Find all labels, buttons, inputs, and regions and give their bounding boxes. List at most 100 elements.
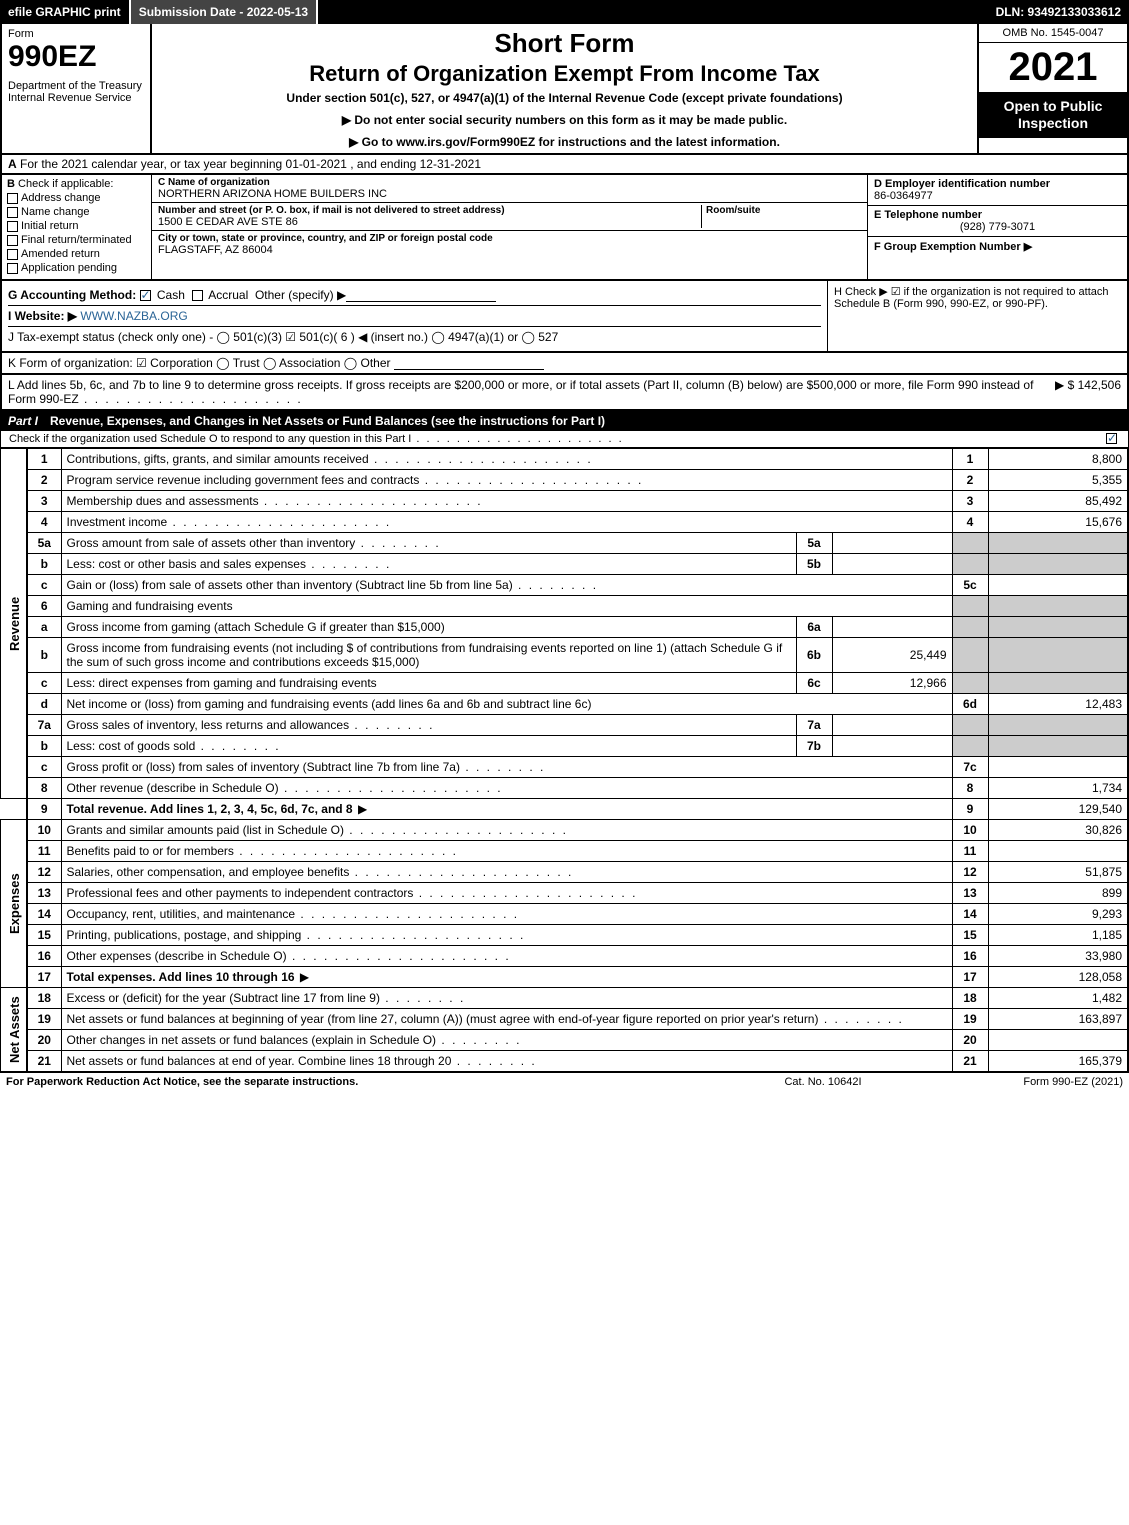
lbl-final-return: Final return/terminated [21, 234, 132, 246]
website-link[interactable]: WWW.NAZBA.ORG [80, 309, 187, 323]
l3-desc: Membership dues and assessments [61, 491, 952, 512]
room-label: Room/suite [706, 205, 861, 216]
chk-accrual[interactable] [192, 290, 203, 301]
l4-desc: Investment income [61, 512, 952, 533]
l13-num: 13 [27, 883, 61, 904]
l8-desc: Other revenue (describe in Schedule O) [61, 778, 952, 799]
addr-label: Number and street (or P. O. box, if mail… [158, 205, 701, 216]
row-h-text: H Check ▶ ☑ if the organization is not r… [834, 286, 1109, 310]
header-right: OMB No. 1545-0047 2021 Open to Public In… [977, 24, 1127, 153]
row-j-text: J Tax-exempt status (check only one) - ◯… [8, 330, 558, 344]
l21-desc: Net assets or fund balances at end of ye… [61, 1051, 952, 1072]
part1-title: Revenue, Expenses, and Changes in Net As… [50, 414, 1121, 428]
chk-application-pending[interactable] [7, 263, 18, 274]
l11-desc: Benefits paid to or for members [61, 841, 952, 862]
l7a-ref-shade [952, 715, 988, 736]
l14-num: 14 [27, 904, 61, 925]
efile-print[interactable]: efile GRAPHIC print [0, 0, 131, 24]
l5c-num: c [27, 575, 61, 596]
l5a-num: 5a [27, 533, 61, 554]
l6a-subval [832, 617, 952, 638]
row-k: K Form of organization: ☑ Corporation ◯ … [0, 353, 1129, 375]
group-exemption-label: F Group Exemption Number ▶ [874, 241, 1032, 253]
chk-initial-return[interactable] [7, 221, 18, 232]
part1-lines-table: Revenue 1 Contributions, gifts, grants, … [0, 448, 1129, 1072]
submission-date: Submission Date - 2022-05-13 [131, 0, 318, 24]
col-b-heading: Check if applicable: [18, 178, 113, 190]
l9-amt: 129,540 [988, 799, 1128, 820]
chk-final-return[interactable] [7, 235, 18, 246]
open-public-badge: Open to Public Inspection [979, 92, 1127, 138]
chk-cash[interactable] [140, 290, 151, 301]
l7a-amt-shade [988, 715, 1128, 736]
l7a-subval [832, 715, 952, 736]
topbar-spacer [318, 0, 987, 24]
chk-amended-return[interactable] [7, 249, 18, 260]
instr-goto: ▶ Go to www.irs.gov/Form990EZ for instru… [160, 135, 969, 149]
org-name-label: C Name of organization [158, 177, 861, 188]
l5a-subval [832, 533, 952, 554]
l10-num: 10 [27, 820, 61, 841]
form-word: Form [8, 28, 144, 40]
phone-label: E Telephone number [874, 209, 982, 221]
other-specify-blank[interactable] [346, 290, 496, 302]
l19-ref: 19 [952, 1009, 988, 1030]
l6a-ref-shade [952, 617, 988, 638]
l15-desc: Printing, publications, postage, and shi… [61, 925, 952, 946]
l5b-ref-shade [952, 554, 988, 575]
dln: DLN: 93492133033612 [988, 0, 1129, 24]
l20-ref: 20 [952, 1030, 988, 1051]
l6a-sub: 6a [796, 617, 832, 638]
subtitle: Under section 501(c), 527, or 4947(a)(1)… [160, 91, 969, 105]
l13-amt: 899 [988, 883, 1128, 904]
l6c-sub: 6c [796, 673, 832, 694]
l6d-desc: Net income or (loss) from gaming and fun… [61, 694, 952, 715]
l19-num: 19 [27, 1009, 61, 1030]
l13-desc: Professional fees and other payments to … [61, 883, 952, 904]
header-center: Short Form Return of Organization Exempt… [152, 24, 977, 153]
row-k-text: K Form of organization: ☑ Corporation ◯ … [8, 356, 391, 370]
l6c-subval: 12,966 [832, 673, 952, 694]
row-h: H Check ▶ ☑ if the organization is not r… [827, 281, 1127, 351]
l6-num: 6 [27, 596, 61, 617]
omb-number: OMB No. 1545-0047 [979, 24, 1127, 43]
l5c-amt [988, 575, 1128, 596]
l6c-ref-shade [952, 673, 988, 694]
form-header: Form 990EZ Department of the Treasury In… [0, 24, 1129, 155]
l6c-amt-shade [988, 673, 1128, 694]
side-label-revenue: Revenue [1, 449, 28, 799]
chk-address-change[interactable] [7, 193, 18, 204]
row-g: G Accounting Method: Cash Accrual Other … [8, 285, 821, 305]
l5b-subval [832, 554, 952, 575]
l5a-sub: 5a [796, 533, 832, 554]
l8-amt: 1,734 [988, 778, 1128, 799]
l3-num: 3 [27, 491, 61, 512]
footer-left: For Paperwork Reduction Act Notice, see … [6, 1076, 723, 1088]
l6b-num: b [27, 638, 61, 673]
l6a-desc: Gross income from gaming (attach Schedul… [61, 617, 796, 638]
l4-amt: 15,676 [988, 512, 1128, 533]
part1-check-text: Check if the organization used Schedule … [9, 433, 1106, 445]
l3-amt: 85,492 [988, 491, 1128, 512]
l9-desc: Total revenue. Add lines 1, 2, 3, 4, 5c,… [61, 799, 952, 820]
city-label: City or town, state or province, country… [158, 233, 861, 244]
col-b-checkboxes: B Check if applicable: Address change Na… [2, 175, 152, 279]
l7b-desc: Less: cost of goods sold [61, 736, 796, 757]
l6b-desc: Gross income from fundraising events (no… [61, 638, 796, 673]
l5b-desc: Less: cost or other basis and sales expe… [61, 554, 796, 575]
l4-num: 4 [27, 512, 61, 533]
l19-amt: 163,897 [988, 1009, 1128, 1030]
side-label-expenses: Expenses [1, 820, 28, 988]
lbl-application-pending: Application pending [21, 262, 117, 274]
l19-desc: Net assets or fund balances at beginning… [61, 1009, 952, 1030]
lbl-cash: Cash [157, 288, 185, 302]
l14-ref: 14 [952, 904, 988, 925]
chk-part1-schedule-o[interactable] [1106, 433, 1117, 444]
l8-ref: 8 [952, 778, 988, 799]
l9-ref: 9 [952, 799, 988, 820]
l12-ref: 12 [952, 862, 988, 883]
row-l-text: L Add lines 5b, 6c, and 7b to line 9 to … [8, 378, 1055, 406]
tax-year: 2021 [979, 43, 1127, 92]
l18-num: 18 [27, 988, 61, 1009]
chk-name-change[interactable] [7, 207, 18, 218]
